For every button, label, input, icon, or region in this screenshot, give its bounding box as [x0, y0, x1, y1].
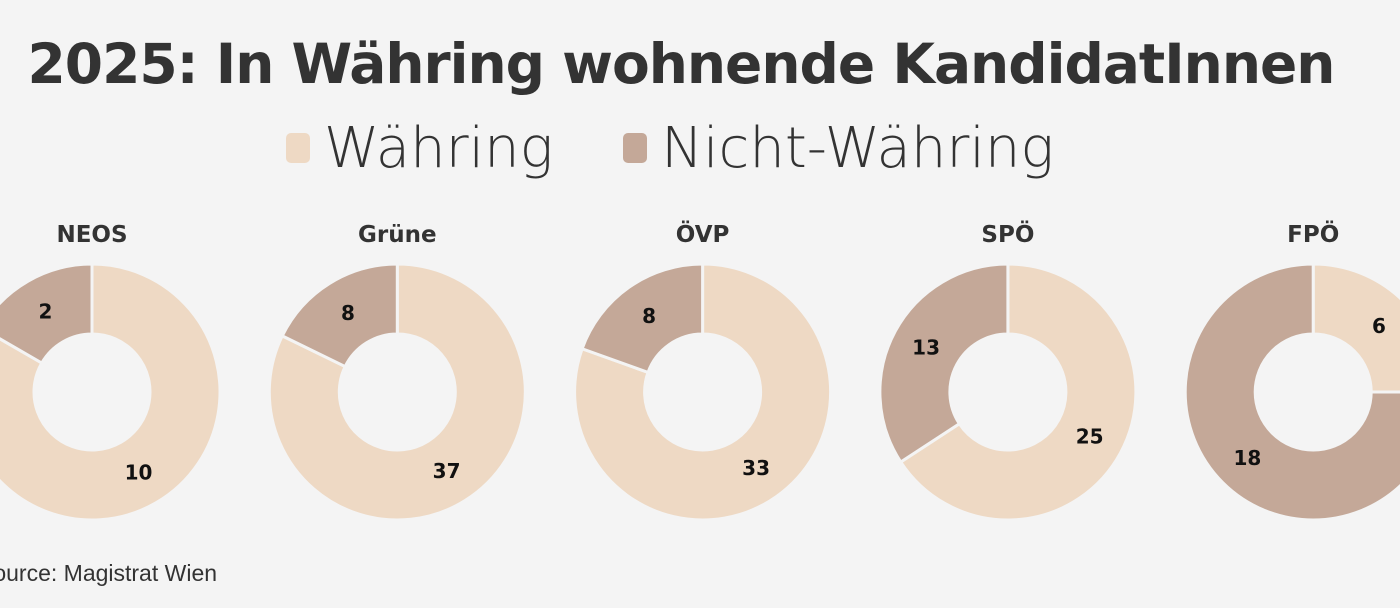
data-label: 13	[912, 336, 940, 360]
legend: Währing Nicht-Währing	[0, 112, 1340, 181]
donut-title: NEOS	[56, 222, 127, 248]
source-note: Source: Magistrat Wien	[0, 560, 218, 586]
donut-title: FPÖ	[1287, 220, 1339, 248]
donut-slice-nicht-waehring	[1183, 262, 1400, 522]
legend-swatch	[286, 133, 310, 163]
data-label: 2	[39, 299, 53, 323]
data-label: 33	[742, 456, 770, 480]
donut-slice-nicht-waehring	[0, 262, 94, 365]
legend-label: Währing	[324, 115, 554, 181]
legend-label: Nicht-Währing	[661, 115, 1054, 181]
donut-slice-nicht-waehring	[878, 262, 1010, 464]
data-label: 18	[1234, 446, 1262, 470]
donut-slice-nicht-waehring	[280, 262, 399, 369]
donut-title: Grüne	[358, 222, 437, 248]
donut-slice-nicht-waehring	[580, 262, 705, 374]
donut-slice-waehring	[573, 262, 833, 522]
donut-slice-waehring	[899, 262, 1138, 522]
data-label: 10	[125, 461, 153, 485]
legend-swatch	[623, 133, 648, 163]
data-label: 8	[642, 304, 656, 328]
legend-item-nicht-waehring: Nicht-Währing	[623, 116, 1054, 181]
donut-title: SPÖ	[981, 220, 1034, 248]
legend-item-waehring: Währing	[286, 116, 553, 181]
data-label: 25	[1076, 424, 1104, 448]
chart-title: 2025: In Währing wohnende KandidatInnen	[27, 32, 1336, 96]
data-label: 6	[1372, 314, 1386, 338]
donut-slice-waehring	[0, 262, 222, 522]
donut-title: ÖVP	[676, 220, 730, 248]
donut-slice-waehring	[267, 262, 527, 522]
data-label: 8	[341, 301, 355, 325]
data-label: 37	[433, 459, 461, 483]
donut-slice-waehring	[1311, 262, 1400, 394]
